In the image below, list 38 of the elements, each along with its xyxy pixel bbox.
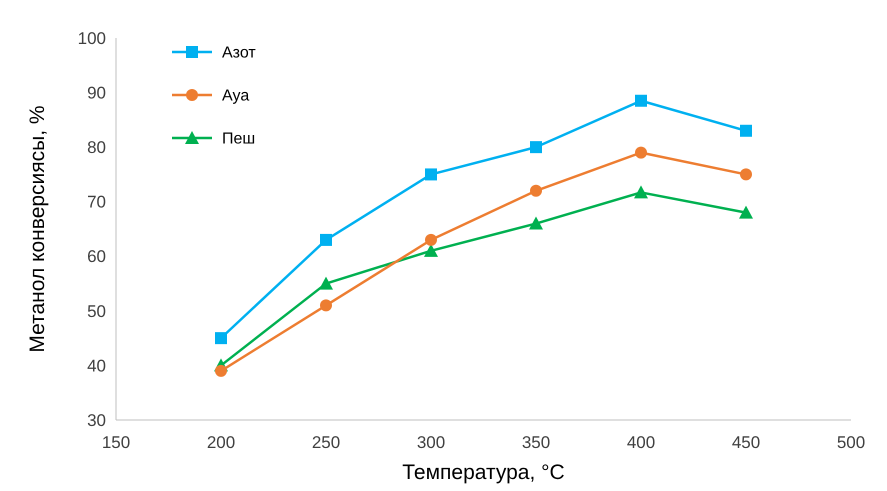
x-tick-label: 200: [206, 433, 236, 452]
point: [319, 276, 333, 290]
x-axis-title: Температура, °C: [402, 461, 565, 484]
point: [425, 168, 437, 180]
x-tick-label: 250: [312, 433, 340, 452]
point: [739, 206, 753, 219]
legend-label: Азот: [222, 44, 256, 62]
y-tick-label: 30: [87, 410, 106, 430]
y-tick-label: 100: [78, 28, 106, 48]
y-tick-label: 70: [87, 192, 106, 212]
point: [215, 364, 227, 377]
x-tick-label: 450: [732, 433, 760, 452]
point: [424, 244, 438, 257]
point: [634, 185, 648, 198]
point: [740, 168, 752, 180]
legend-label: Ауа: [222, 88, 250, 105]
x-tick-label: 300: [416, 433, 446, 452]
point: [320, 299, 332, 312]
y-axis-title: Метанол конверсиясы, %: [26, 105, 49, 353]
point: [740, 124, 752, 137]
y-tick-label: 40: [87, 356, 106, 376]
point: [635, 146, 647, 159]
point: [530, 141, 542, 154]
y-tick-label: 50: [87, 302, 106, 321]
point: [529, 216, 543, 230]
point: [320, 234, 332, 246]
x-tick-label: 350: [522, 433, 550, 452]
x-tick-label: 150: [102, 433, 130, 452]
point: [530, 184, 542, 197]
y-tick-label: 60: [87, 247, 106, 266]
y-tick-label: 90: [87, 84, 106, 103]
point: [425, 234, 437, 246]
x-tick-label: 500: [836, 433, 866, 452]
point: [635, 94, 647, 107]
point: [215, 332, 227, 344]
legend-label: Пеш: [222, 130, 256, 148]
y-tick-label: 80: [87, 138, 106, 158]
x-tick-label: 400: [626, 433, 656, 452]
